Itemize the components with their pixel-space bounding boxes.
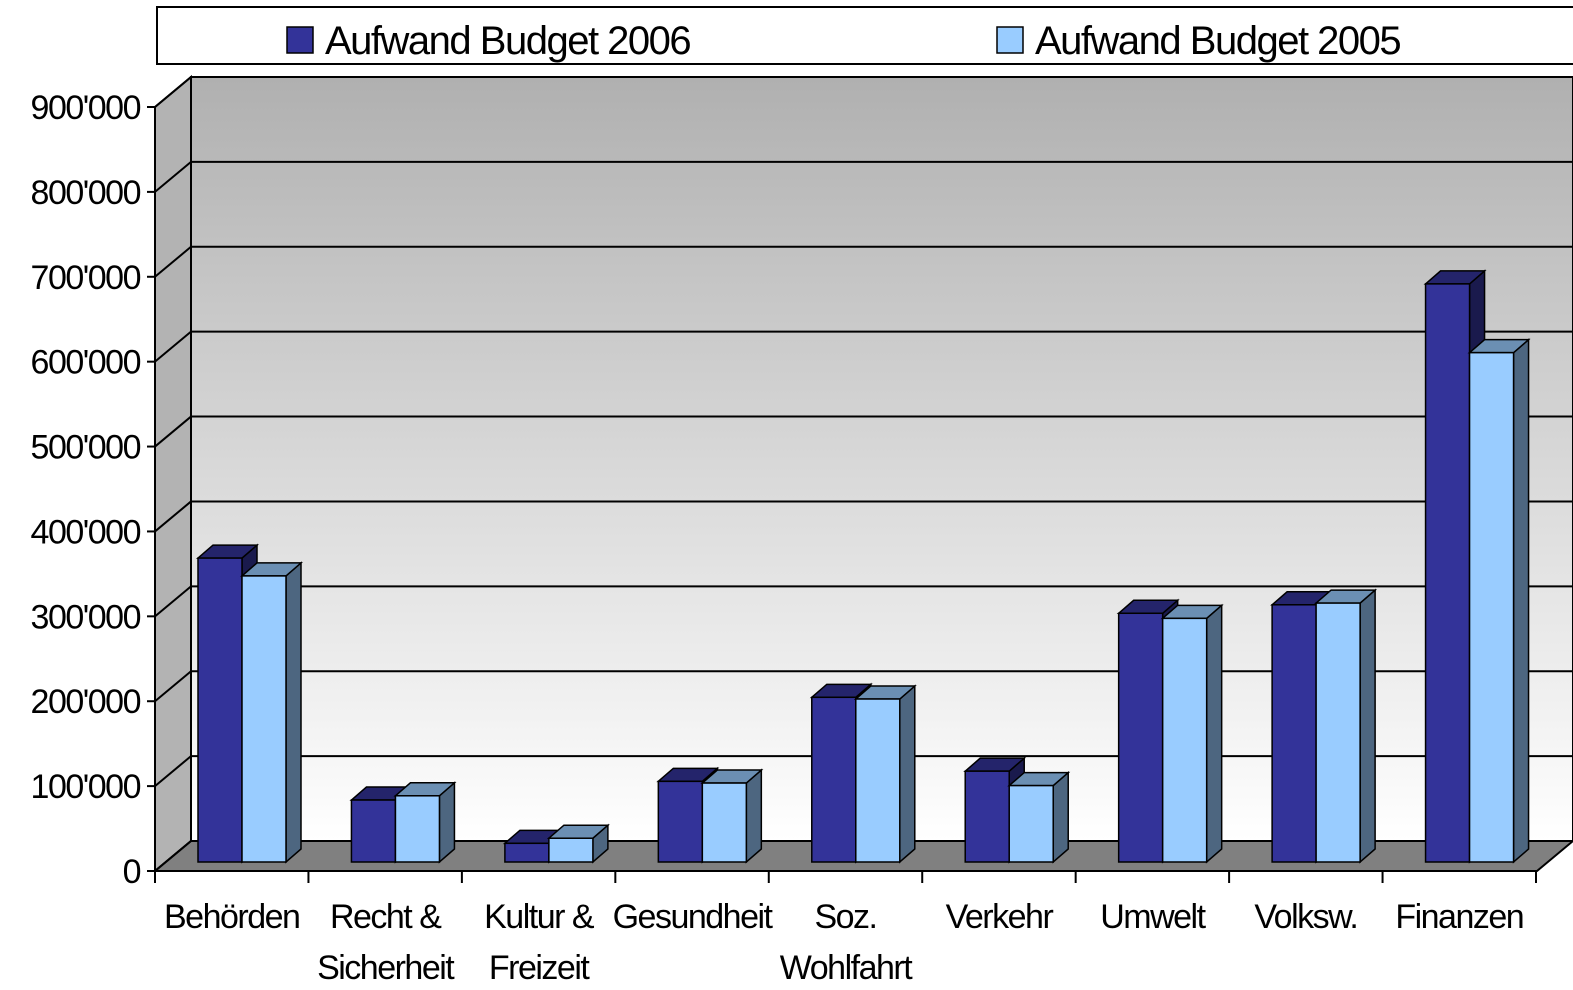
bar	[350, 799, 397, 863]
grid-line	[154, 161, 192, 193]
x-tick-label: Kultur & Freizeit	[484, 898, 595, 985]
y-tick-label: 400'000	[31, 513, 141, 551]
bar	[1468, 351, 1515, 863]
bar-side	[285, 561, 302, 864]
bar	[964, 770, 1010, 863]
bar-side	[1052, 770, 1069, 864]
bar-side	[745, 768, 763, 864]
grid-line	[154, 585, 192, 618]
bar	[657, 780, 704, 863]
grid-line	[154, 500, 192, 533]
x-tick-label: Umwelt	[1100, 898, 1206, 936]
x-tick-label-line: Freizeit	[489, 949, 591, 985]
x-tick-label: Soz. Wohlfahrt	[780, 898, 913, 985]
x-tick-label: Recht & Sicherheit	[317, 898, 455, 985]
bar	[1271, 604, 1317, 863]
bar	[241, 575, 287, 863]
grid-line	[154, 246, 192, 278]
x-tick-label-line: Soz.	[814, 898, 876, 936]
side-wall	[154, 74, 192, 874]
x-tick-label-line: Behörden	[164, 898, 299, 936]
x-tick-label-line: Verkehr	[946, 898, 1054, 936]
x-tick-label-line: Umwelt	[1100, 898, 1206, 936]
x-tick-label-line: Wohlfahrt	[780, 949, 913, 985]
grid-line	[154, 670, 192, 702]
legend-swatch	[996, 26, 1024, 54]
x-tick-label-line: Finanzen	[1395, 898, 1523, 936]
grid-line	[154, 76, 192, 108]
x-tick-label-line: Kultur &	[484, 898, 595, 936]
bar	[548, 837, 594, 863]
x-tick-label-line: Volksw.	[1254, 898, 1357, 936]
x-tick-label-line: Recht &	[330, 898, 442, 936]
bar	[197, 557, 243, 863]
bar	[1008, 784, 1054, 863]
y-tick-label: 800'000	[31, 174, 141, 212]
x-tick-label: Volksw.	[1254, 898, 1357, 936]
bar	[811, 696, 857, 863]
x-tick-label-line: Sicherheit	[317, 949, 455, 985]
y-tick-label: 100'000	[31, 768, 141, 806]
x-tick-label: Behörden	[164, 898, 299, 936]
bar-side	[1205, 603, 1223, 864]
y-tick-label: 0	[123, 853, 141, 891]
grid-line	[154, 755, 192, 787]
legend-box	[156, 6, 1573, 65]
legend-label: Aufwand Budget 2005	[1035, 19, 1400, 63]
legend-swatch	[286, 26, 314, 54]
grid-line	[154, 840, 192, 872]
bar-side	[899, 684, 916, 864]
bar	[1161, 617, 1208, 863]
x-tick-label-line: Gesundheit	[613, 898, 774, 936]
y-tick-label: 200'000	[31, 683, 141, 721]
bar	[855, 698, 901, 863]
grid-line	[154, 415, 192, 448]
y-tick-label: 600'000	[31, 344, 141, 382]
x-tick-label: Verkehr	[946, 898, 1054, 936]
bar	[701, 782, 748, 863]
bar	[504, 842, 550, 863]
grid-line	[154, 330, 192, 363]
bar-side	[1359, 588, 1376, 864]
bar	[394, 795, 441, 863]
y-tick-label: 300'000	[31, 598, 141, 636]
legend-label: Aufwand Budget 2006	[325, 19, 690, 63]
x-tick-label: Finanzen	[1395, 898, 1523, 936]
bar	[1315, 602, 1361, 863]
x-tick-label: Gesundheit	[613, 898, 774, 936]
bar-side	[1512, 338, 1530, 864]
y-tick-label: 500'000	[31, 429, 141, 467]
bar	[1117, 612, 1164, 863]
bar	[1424, 283, 1471, 863]
y-tick-label: 700'000	[31, 259, 141, 297]
y-tick-label: 900'000	[31, 89, 141, 127]
